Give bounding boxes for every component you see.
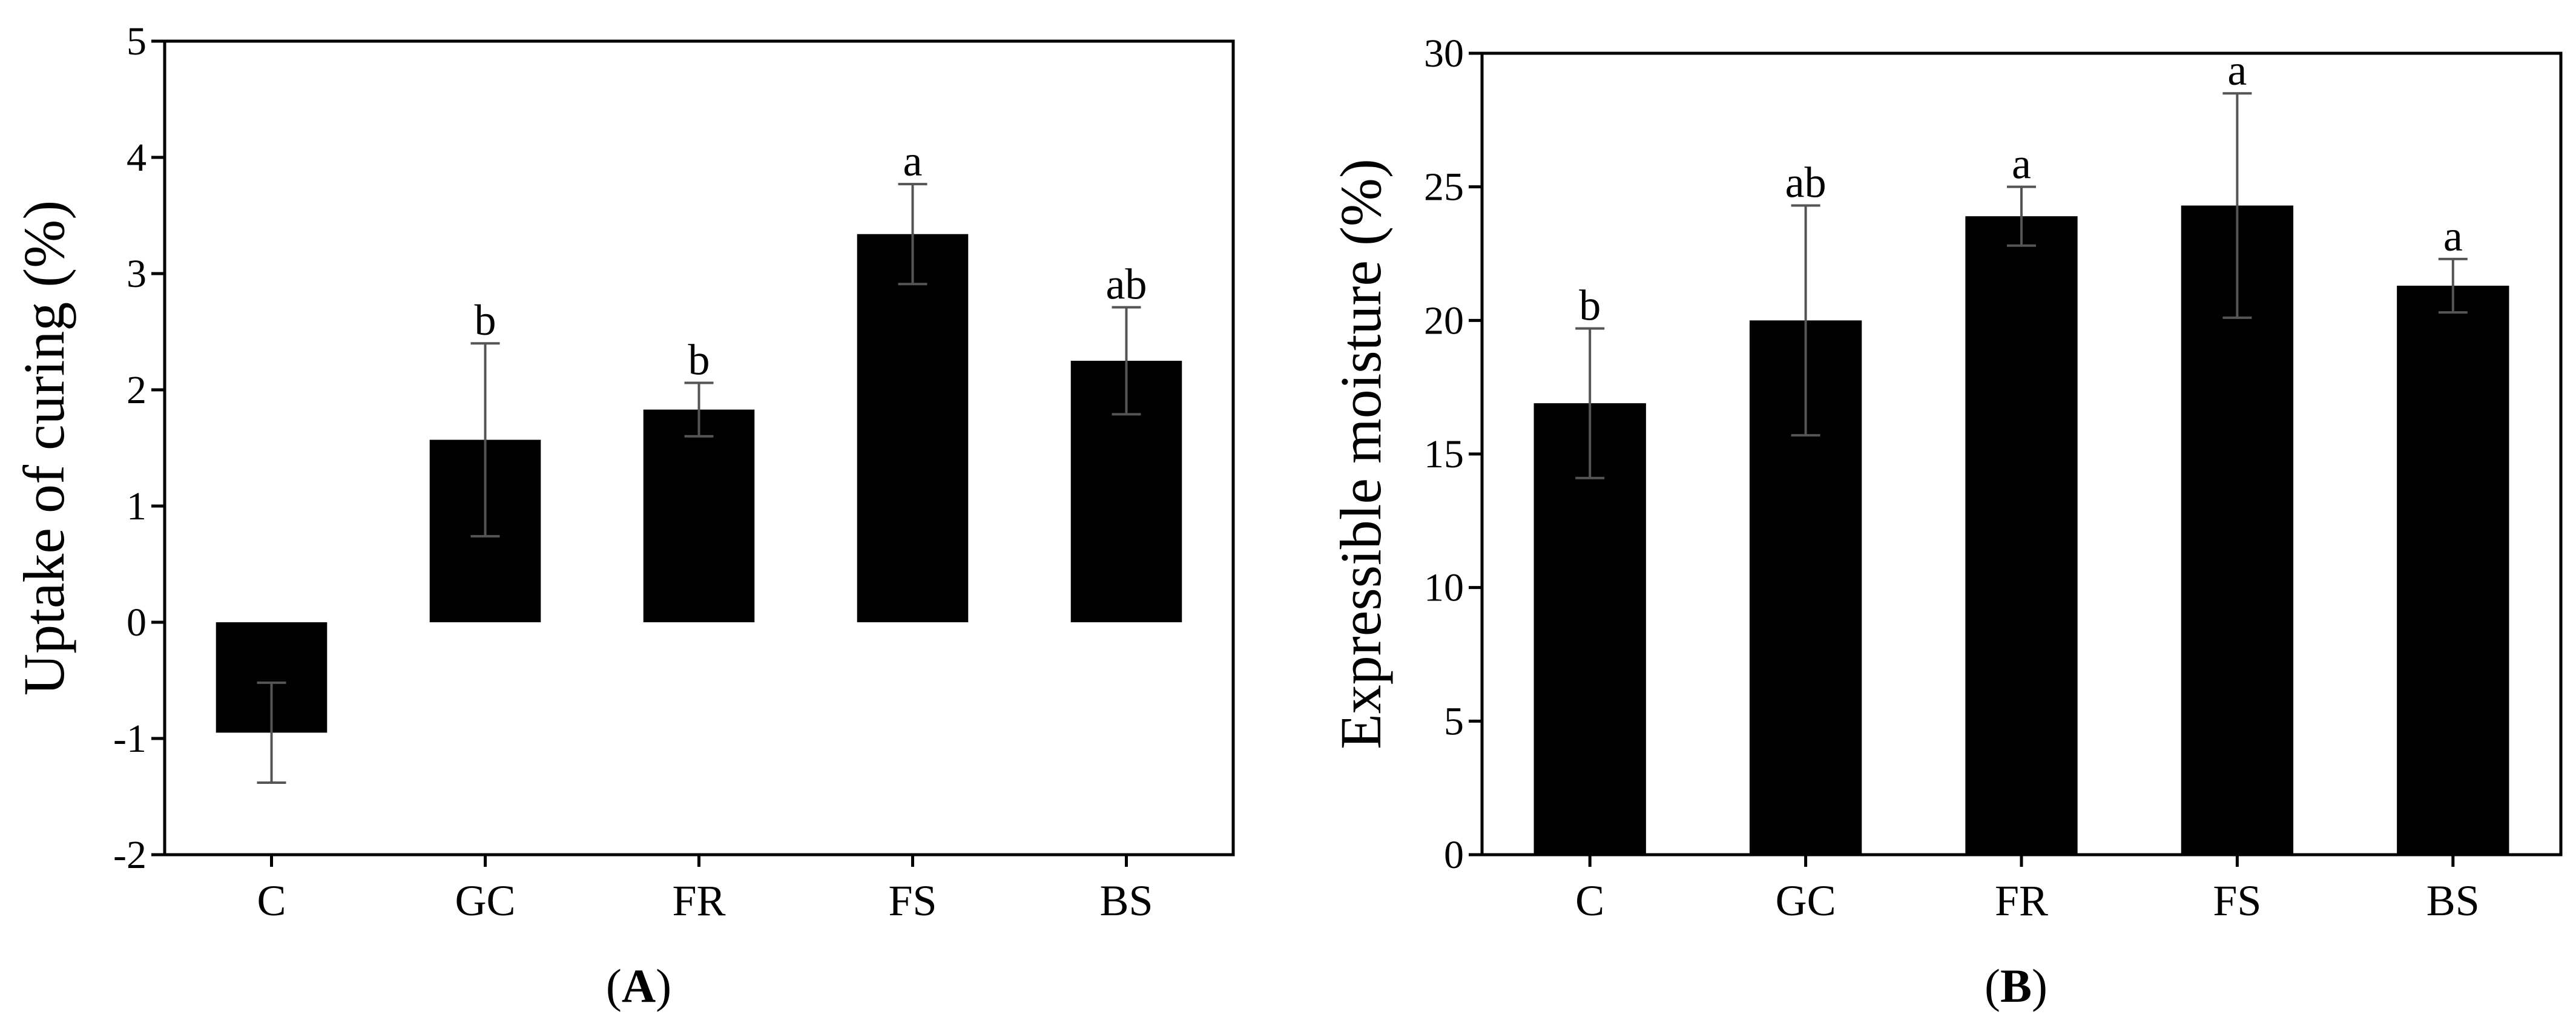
bar-b-bs [2397, 285, 2509, 855]
x-tick-label-b: C [1575, 876, 1604, 925]
panel-label-a: (A) [606, 959, 671, 1012]
significance-label-a: a [903, 137, 923, 185]
significance-label-a: b [688, 335, 710, 384]
y-tick-label-b: 30 [1424, 31, 1464, 76]
y-axis-b: 0 5 10 15 20 25 30 [1424, 31, 1482, 877]
significance-label-a: ab [1106, 260, 1147, 309]
x-tick-label-a: FR [672, 876, 725, 925]
y-axis-title-a: Uptake of curing (%) [12, 200, 76, 696]
y-tick-label-b: 20 [1424, 298, 1464, 343]
bar-a-fr [643, 409, 755, 622]
y-tick-label-a: 5 [127, 19, 147, 64]
y-tick-label-a: 4 [127, 136, 147, 180]
bar-a-fs [857, 234, 969, 623]
y-tick-label-a: 3 [127, 252, 147, 296]
y-tick-label-b: 0 [1444, 833, 1464, 877]
panel-letter-b: B [2000, 959, 2032, 1012]
panel-label-b: (B) [1985, 959, 2047, 1012]
significance-label-a: c [262, 636, 282, 684]
y-tick-label-b: 15 [1424, 432, 1464, 476]
x-tick-label-a: C [257, 876, 286, 925]
y-tick-label-b: 5 [1444, 699, 1464, 743]
significance-label-a: b [475, 296, 496, 344]
significance-label-b: a [2012, 140, 2031, 188]
bar-b-fr [1965, 216, 2078, 855]
x-tick-label-b: BS [2426, 876, 2480, 925]
y-axis-a: -2 -1 0 1 2 3 4 5 [113, 19, 165, 877]
y-axis-title-b: Expressible moisture (%) [1328, 159, 1393, 749]
significance-label-b: a [2443, 212, 2463, 260]
y-tick-label-a: 0 [127, 600, 147, 645]
significance-label-b: b [1579, 281, 1601, 330]
x-tick-label-a: GC [455, 876, 515, 925]
x-tick-label-b: FR [1995, 876, 2048, 925]
bars-a: c Cb GC b FR a FS ab BS [216, 137, 1182, 925]
panel-letter-a: A [622, 959, 656, 1012]
x-tick-label-b: FS [2213, 876, 2261, 925]
y-tick-label-a: 1 [127, 484, 147, 528]
chart-panel-b: 0 5 10 15 20 25 30 b Cab GC a FR a FS a BS Expressible… [1328, 31, 2563, 1012]
x-tick-label-a: BS [1099, 876, 1153, 925]
y-tick-label-a: 2 [127, 368, 147, 412]
y-tick-label-b: 25 [1424, 165, 1464, 209]
chart-panel-a: -2 -1 0 1 2 3 4 5 c Cb GC b FR a FS ab BS Uptake of cur… [12, 19, 1235, 1012]
y-tick-label-a: -1 [113, 717, 147, 761]
significance-label-b: ab [1785, 159, 1827, 207]
y-tick-label-b: 10 [1424, 566, 1464, 610]
significance-label-b: a [2227, 46, 2247, 94]
y-tick-label-a: -2 [113, 833, 147, 877]
x-tick-label-b: GC [1776, 876, 1836, 925]
x-tick-label-a: FS [888, 876, 937, 925]
bars-b: b Cab GC a FR a FS a BS [1533, 46, 2509, 925]
